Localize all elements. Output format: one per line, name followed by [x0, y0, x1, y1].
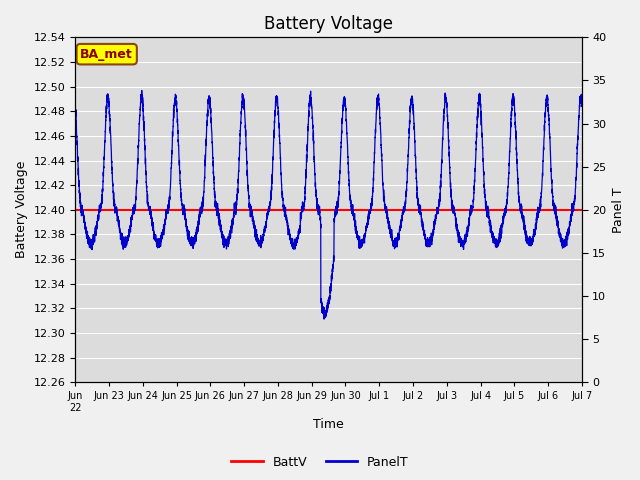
Y-axis label: Battery Voltage: Battery Voltage	[15, 161, 28, 258]
Legend: BattV, PanelT: BattV, PanelT	[227, 451, 413, 474]
Text: BA_met: BA_met	[81, 48, 133, 60]
Title: Battery Voltage: Battery Voltage	[264, 15, 393, 33]
Y-axis label: Panel T: Panel T	[612, 187, 625, 233]
X-axis label: Time: Time	[313, 419, 344, 432]
